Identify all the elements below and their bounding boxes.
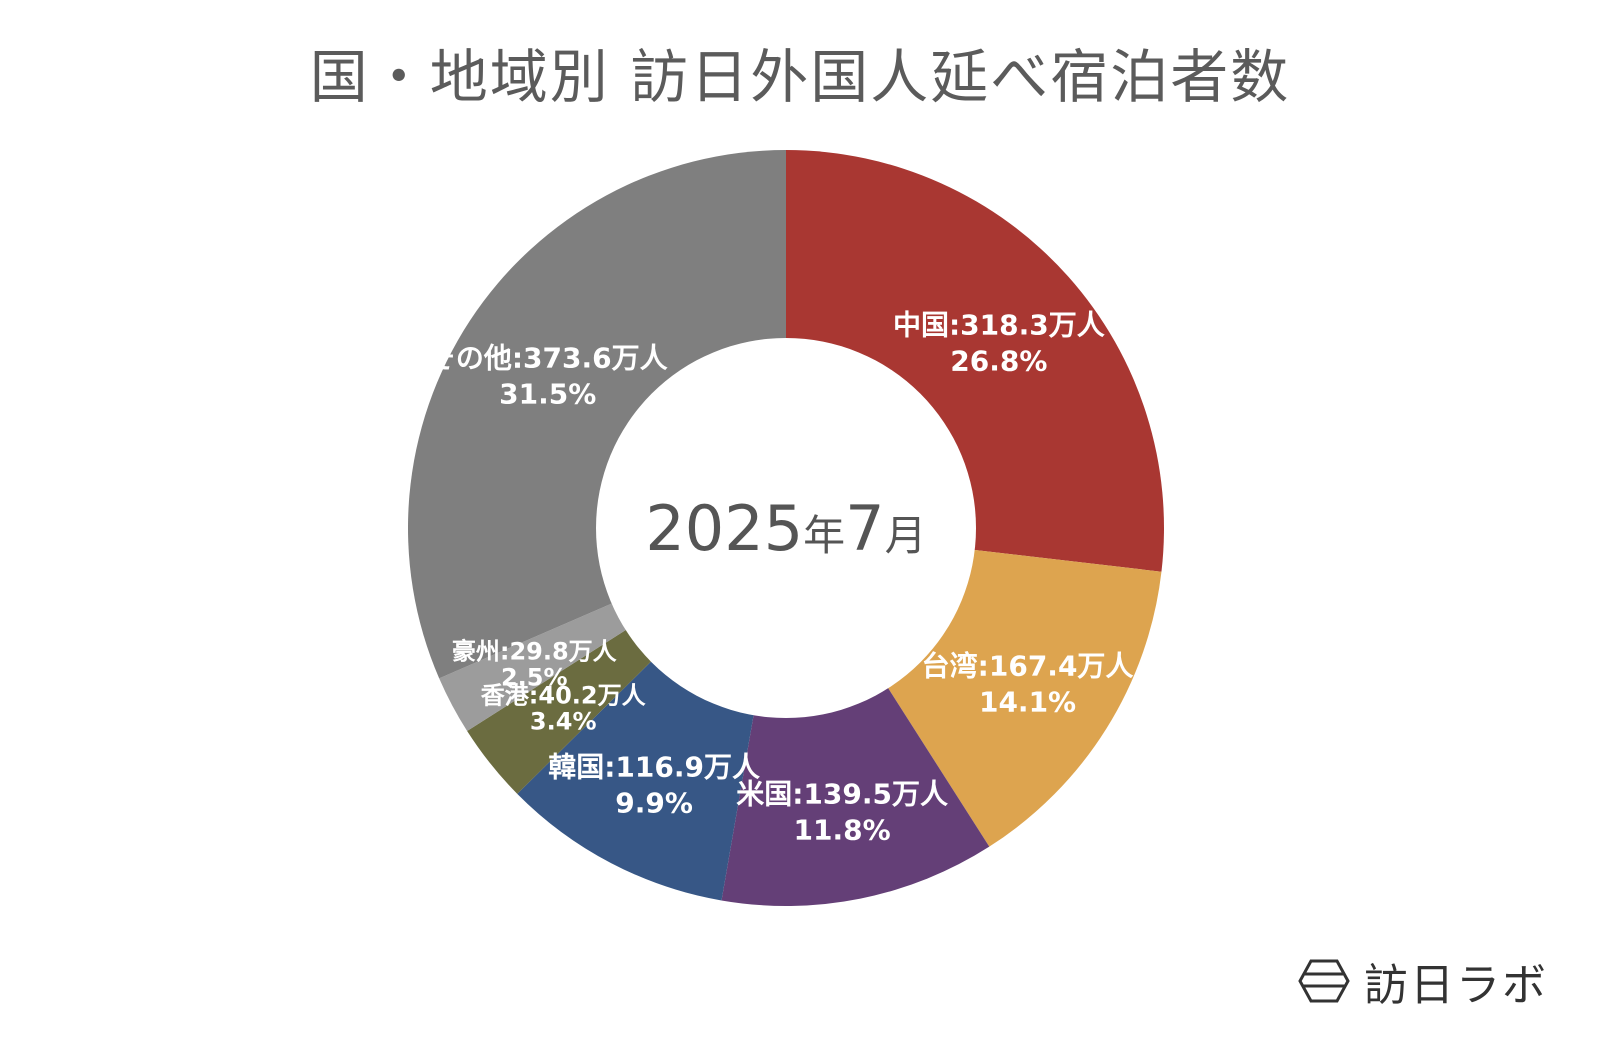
slice-label-value: 台湾:167.4万人 [922,649,1134,682]
slice-label-value: その他:373.6万人 [428,342,668,375]
slice-label-percent: 14.1% [979,685,1076,718]
slice-label-中国: 中国:318.3万人 26.8% [893,308,1105,377]
center-year: 2025 [645,492,803,565]
center-month-unit: 月 [885,511,927,560]
slice-label-percent: 31.5% [499,378,596,411]
slice-label-value: 米国:139.5万人 [736,777,948,810]
slice-label-percent: 2.5% [501,664,568,692]
slice-label-韓国: 韓国:116.9万人 9.9% [548,751,760,820]
brand-name: 訪日ラボ [1364,960,1548,1011]
center-period-label: 2025年7月 [645,492,926,565]
donut-hole [596,338,976,718]
slice-label-香港: 香港:40.2万人 3.4% [481,682,646,736]
brand-logo[interactable]: 訪日ラボ [1298,949,1548,1013]
slice-label-value: 韓国:116.9万人 [548,751,760,784]
slice-label-その他: その他:373.6万人 31.5% [428,342,668,411]
center-year-unit: 年 [803,511,845,560]
slice-label-value: 中国:318.3万人 [893,308,1105,341]
slice-label-percent: 3.4% [530,708,597,736]
slice-label-米国: 米国:139.5万人 11.8% [736,777,948,846]
slice-label-value: 香港:40.2万人 [481,682,646,710]
hexagon-logo-icon [1298,959,1350,1003]
slice-label-percent: 11.8% [794,813,891,846]
slice-label-value: 豪州:29.8万人 [452,638,617,666]
labels-group: 中国:318.3万人 26.8% 台湾:167.4万人 14.1% 米国:139.5万人… [428,308,1134,846]
slice-label-豪州: 豪州:29.8万人 2.5% [452,638,617,692]
slice-label-percent: 9.9% [615,787,693,820]
slice-label-台湾: 台湾:167.4万人 14.1% [922,649,1134,718]
slice-label-percent: 26.8% [950,344,1047,377]
center-month: 7 [845,492,884,565]
chart-title: 国・地域別 訪日外国人延べ宿泊者数 [309,43,1291,111]
